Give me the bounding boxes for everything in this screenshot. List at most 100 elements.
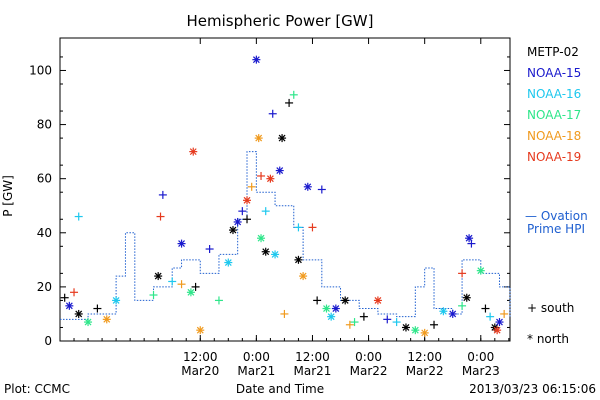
- north-point: [373, 296, 382, 305]
- south-point: [481, 304, 490, 313]
- x-tick-label-date: Mar22: [350, 364, 388, 378]
- north-point: [278, 134, 287, 143]
- y-tick-label: 0: [44, 334, 52, 348]
- south-point: [149, 291, 158, 300]
- x-tick-label-date: Mar21: [237, 364, 275, 378]
- south-point: [486, 312, 495, 321]
- north-point: [186, 288, 195, 297]
- x-tick-label-time: 12:00: [295, 350, 330, 364]
- x-tick-label-date: Mar23: [462, 364, 500, 378]
- south-point: [289, 90, 298, 99]
- legend-entry: METP-02: [527, 45, 579, 59]
- south-point: [243, 215, 252, 224]
- y-tick-label: 60: [37, 172, 52, 186]
- north-point: [331, 304, 340, 313]
- south-point: [458, 269, 467, 278]
- x-tick-label-date: Mar22: [406, 364, 444, 378]
- north-point: [493, 326, 502, 335]
- north-point: [303, 182, 312, 191]
- south-point: [261, 207, 270, 216]
- south-point: [74, 212, 83, 221]
- north-point: [154, 272, 163, 281]
- south-point: [500, 309, 509, 318]
- north-point: [252, 55, 261, 64]
- north-point: [294, 255, 303, 264]
- ovation-series: [60, 151, 511, 320]
- south-point: [60, 293, 69, 302]
- north-point: [243, 196, 252, 205]
- footer-credit: Plot: CCMC: [4, 382, 70, 396]
- south-point: [168, 277, 177, 286]
- north-point: [177, 239, 186, 248]
- north-point: [322, 304, 331, 313]
- south-point: [257, 171, 266, 180]
- north-point: [74, 309, 83, 318]
- north-point: [254, 134, 263, 143]
- x-tick-label-time: 0:00: [355, 350, 382, 364]
- south-point: [156, 212, 165, 221]
- south-point: [313, 296, 322, 305]
- north-point: [465, 234, 474, 243]
- north-point: [112, 296, 121, 305]
- south-point: [345, 320, 354, 329]
- north-point: [299, 272, 308, 281]
- south-point: [308, 223, 317, 232]
- south-point: [238, 207, 247, 216]
- north-point: [439, 307, 448, 316]
- north-point: [196, 326, 205, 335]
- north-point: [189, 147, 198, 156]
- south-point: [430, 320, 439, 329]
- legend-entry: NOAA-19: [527, 150, 581, 164]
- south-point: [158, 190, 167, 199]
- south-point: [359, 312, 368, 321]
- north-point: [261, 247, 270, 256]
- x-tick-label-time: 12:00: [183, 350, 218, 364]
- chart-title: Hemispheric Power [GW]: [187, 12, 374, 30]
- north-point: [327, 312, 336, 321]
- south-point: [214, 296, 223, 305]
- north-point: [420, 328, 429, 337]
- north-point: [257, 234, 266, 243]
- y-tick-label: 80: [37, 118, 52, 132]
- south-point: [247, 182, 256, 191]
- footer-timestamp: 2013/03/23 06:15:06: [469, 382, 596, 396]
- south-point: [191, 282, 200, 291]
- south-point: [317, 185, 326, 194]
- north-point: [228, 226, 237, 235]
- south-point: [350, 318, 359, 327]
- ovation-prime-hpi-line: [60, 151, 511, 320]
- legend: METP-02 NOAA-15 NOAA-16 NOAA-17 NOAA-18 NOAA-…: [527, 45, 581, 164]
- north-point: [411, 326, 420, 335]
- south-point: [467, 239, 476, 248]
- north-point: [476, 266, 485, 275]
- x-tick-label-time: 12:00: [407, 350, 442, 364]
- north-point: [84, 318, 93, 327]
- legend-entry: NOAA-15: [527, 66, 581, 80]
- legend-entry: NOAA-18: [527, 129, 581, 143]
- north-point: [495, 318, 504, 327]
- legend-ovation-line2: Prime HPI: [527, 222, 585, 236]
- south-point: [392, 318, 401, 327]
- south-point: [93, 304, 102, 313]
- south-point: [458, 301, 467, 310]
- north-point: [266, 174, 275, 183]
- north-point: [401, 323, 410, 332]
- north-point: [65, 301, 74, 310]
- north-point: [448, 309, 457, 318]
- north-point: [341, 296, 350, 305]
- south-point: [294, 223, 303, 232]
- y-tick-label: 100: [29, 63, 52, 77]
- y-tick-label: 40: [37, 226, 52, 240]
- legend-north-marker: * north: [527, 332, 569, 346]
- south-point: [205, 245, 214, 254]
- south-point: [280, 309, 289, 318]
- south-point: [383, 315, 392, 324]
- north-point: [271, 250, 280, 259]
- north-point: [462, 293, 471, 302]
- x-tick-label-date: Mar21: [294, 364, 332, 378]
- x-tick-label-date: Mar20: [181, 364, 219, 378]
- satellite-points: [60, 55, 509, 337]
- north-point: [233, 217, 242, 226]
- legend-south-marker: + south: [527, 301, 574, 315]
